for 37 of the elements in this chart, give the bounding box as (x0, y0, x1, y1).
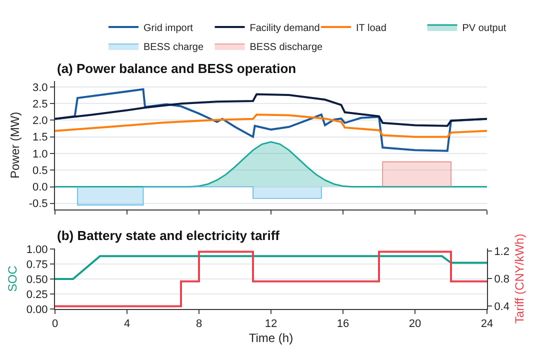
legend-label: PV output (462, 22, 506, 34)
y-tick-label: 0.75 (26, 258, 48, 271)
y-tick-label: 1.00 (26, 244, 48, 256)
y-tick-label: 2.5 (32, 98, 48, 110)
x-tick-label: 20 (408, 318, 422, 330)
y-tick-label: 0.50 (26, 274, 48, 286)
x-tick-label: 24 (480, 318, 494, 330)
y-tick-label: 3.0 (32, 82, 48, 94)
legend-label: BESS charge (144, 42, 204, 53)
y2-tick-label: 0.4 (494, 301, 510, 314)
legend-label: Grid import (144, 22, 194, 34)
x-tick-label: 12 (264, 318, 278, 330)
legend-label: BESS discharge (250, 42, 324, 53)
x-tick-label: 0 (52, 318, 58, 330)
y-tick-label: 1.5 (32, 132, 48, 144)
x-axis-title: Time (h) (248, 331, 294, 346)
x-tick-label: 4 (124, 318, 130, 330)
y2-axis-title: Tariff (CNY/kWh) (512, 234, 526, 324)
y-tick-label: 0.25 (26, 288, 48, 301)
chart-title: (a) Power balance and BESS operation (57, 61, 296, 76)
chart-title: (b) Battery state and electricity tariff (57, 228, 280, 243)
y2-tick-label: 1.2 (494, 246, 510, 258)
y-axis-title: SOC (6, 265, 20, 292)
line-series (55, 93, 487, 127)
y-axis-title: Power (MW) (8, 112, 22, 179)
y-tick-label: 0.00 (26, 304, 48, 316)
y-tick-label: 0.0 (32, 182, 48, 194)
legend-label: Facility demand (250, 22, 320, 34)
y-tick-label: 2.0 (32, 115, 48, 128)
line-series (55, 114, 487, 138)
y-tick-label: -0.5 (28, 198, 48, 210)
x-tick-label: 16 (336, 318, 350, 330)
y-tick-label: 0.5 (32, 164, 48, 177)
y2-tick-label: 0.8 (494, 274, 510, 286)
y-tick-label: 1.0 (32, 148, 48, 160)
x-tick-label: 8 (196, 318, 202, 330)
legend-label: IT load (356, 22, 386, 34)
